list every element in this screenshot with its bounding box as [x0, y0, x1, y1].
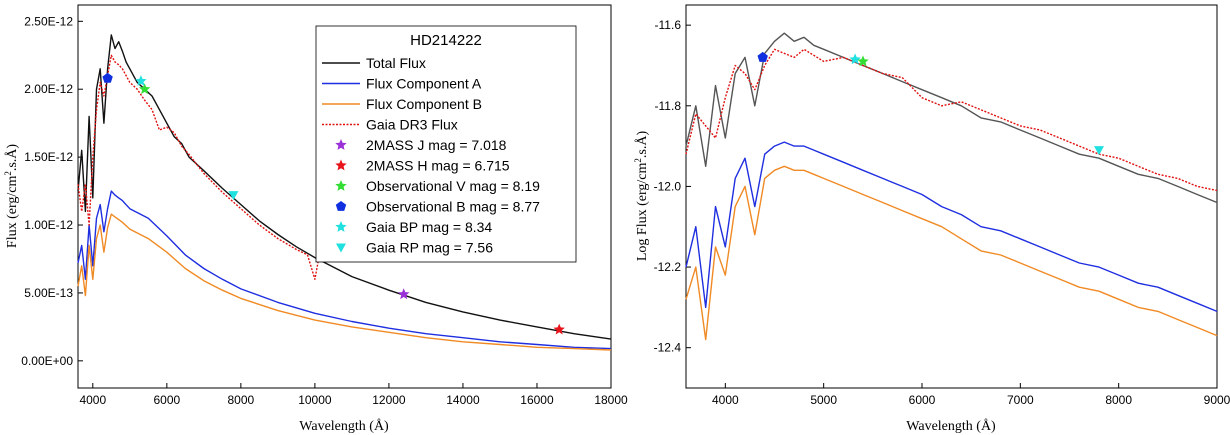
- left-marker-observational-v-mag: [138, 83, 151, 95]
- legend-item: Total Flux: [322, 55, 426, 71]
- right-x-tick-label: 7000: [1007, 393, 1034, 407]
- legend-title: HD214222: [410, 32, 482, 49]
- legend-swatch: [335, 139, 347, 150]
- right-series-flux-component-a: [685, 141, 1218, 313]
- left-x-tick-label: 12000: [372, 393, 406, 407]
- left-x-tick-label: 4000: [79, 393, 106, 407]
- left-x-tick-label: 18000: [594, 393, 628, 407]
- right-series-group: [685, 32, 1218, 341]
- legend-items: Total Flux Flux Component A Flux Component…: [322, 55, 540, 256]
- left-x-axis-title: Wavelength (Å): [299, 418, 389, 434]
- left-x-tick-label: 14000: [446, 393, 480, 407]
- legend-label: Observational V mag = 8.19: [366, 178, 540, 194]
- left-x-tick-label: 10000: [298, 393, 332, 407]
- left-y-axis-title: Flux (erg/cm2.s.Å): [3, 144, 20, 249]
- right-x-tick-label: 8000: [1105, 393, 1132, 407]
- legend-item: 2MASS H mag = 6.715: [335, 158, 510, 174]
- legend-item: Flux Component A: [322, 76, 482, 92]
- legend-item: Observational V mag = 8.19: [335, 178, 540, 194]
- legend-swatch: [335, 221, 347, 232]
- left-y-ticks: 0.00E+00 5.00E-13 1.00E-12 1.50E-12 2.00E-12…: [21, 14, 83, 368]
- legend-label: Flux Component A: [366, 76, 482, 92]
- right-y-ticks: -12.4 -12.2 -12.0 -11.8 -11.6: [654, 18, 691, 355]
- legend-item: Gaia RP mag = 7.56: [336, 240, 493, 256]
- legend-swatch: [336, 243, 346, 253]
- legend-swatch: [335, 159, 347, 171]
- right-chart: 4000 5000 6000 7000 8000 9000 -12.4 -12.2 -12.0…: [633, 4, 1230, 434]
- legend: HD214222 Total Flux Flux Component A Flux …: [315, 25, 577, 263]
- left-y-tick-label: 2.50E-12: [24, 14, 73, 28]
- right-y-tick-label: -11.8: [655, 99, 682, 113]
- left-chart: 4000 6000 8000 10000 12000 14000 16000 18000 0.…: [3, 4, 628, 434]
- left-series-flux-component-b: [77, 213, 612, 351]
- right-y-tick-label: -12.2: [654, 260, 682, 274]
- right-x-tick-label: 4000: [712, 393, 739, 407]
- left-x-tick-label: 16000: [520, 393, 554, 407]
- right-series-gaia-dr3-flux: [685, 48, 1218, 192]
- legend-label: Flux Component B: [366, 96, 482, 112]
- left-marker-gaia-bp-mag: [135, 75, 147, 86]
- legend-label: Gaia RP mag = 7.56: [366, 240, 493, 256]
- legend-item: 2MASS J mag = 7.018: [335, 137, 507, 153]
- left-y-tick-label: 5.00E-13: [24, 286, 73, 300]
- left-series-flux-component-a: [77, 190, 612, 350]
- legend-item: Observational B mag = 8.77: [335, 199, 540, 215]
- right-y-tick-label: -12.0: [654, 179, 682, 193]
- right-y-tick-label: -12.4: [654, 341, 682, 355]
- left-marker-gaia-rp-mag: [228, 191, 239, 201]
- left-x-ticks: 4000 6000 8000 10000 12000 14000 16000 18000: [79, 383, 628, 407]
- legend-item: Gaia BP mag = 8.34: [335, 219, 492, 235]
- right-marker-observational-b-mag: [757, 51, 768, 62]
- legend-label: Observational B mag = 8.77: [366, 199, 540, 215]
- right-marker-observational-v-mag: [857, 55, 869, 67]
- left-y-tick-label: 0.00E+00: [21, 354, 73, 368]
- left-series-group: [77, 34, 612, 351]
- right-x-axis-title: Wavelength (Å): [906, 418, 996, 434]
- left-marker-observational-b-mag: [102, 72, 113, 83]
- left-marker-2mass-h-mag: [553, 323, 565, 335]
- right-plot-frame: [685, 4, 1218, 389]
- right-y-axis-title: Log Flux (erg/cm2.s.Å): [633, 131, 650, 262]
- legend-box: [315, 25, 577, 263]
- legend-label: Gaia DR3 Flux: [366, 117, 458, 133]
- right-x-tick-label: 5000: [810, 393, 837, 407]
- left-y-tick-label: 1.00E-12: [24, 218, 73, 232]
- right-y-tick-label: -11.6: [655, 18, 682, 32]
- legend-label: 2MASS H mag = 6.715: [366, 158, 510, 174]
- right-series-flux-component-b: [685, 165, 1218, 341]
- legend-item: Flux Component B: [322, 96, 482, 112]
- left-y-tick-label: 1.50E-12: [24, 150, 73, 164]
- left-marker-2mass-j-mag: [398, 288, 410, 300]
- left-markers-group: [102, 72, 565, 335]
- right-x-tick-label: 9000: [1204, 393, 1230, 407]
- legend-label: Gaia BP mag = 8.34: [366, 219, 492, 235]
- left-x-tick-label: 6000: [153, 393, 180, 407]
- legend-item: Gaia DR3 Flux: [322, 117, 458, 133]
- right-marker-gaia-bp-mag: [849, 53, 861, 65]
- legend-swatch: [335, 180, 347, 191]
- right-marker-gaia-rp-mag: [1094, 146, 1104, 156]
- right-x-tick-label: 6000: [909, 393, 936, 407]
- left-y-tick-label: 2.00E-12: [24, 82, 73, 96]
- right-x-ticks: 4000 5000 6000 7000 8000 9000: [712, 383, 1230, 407]
- legend-label: 2MASS J mag = 7.018: [366, 137, 507, 153]
- legend-label: Total Flux: [366, 55, 426, 71]
- right-markers-group: [757, 51, 1104, 156]
- legend-swatch: [335, 201, 347, 211]
- left-x-tick-label: 8000: [228, 393, 255, 407]
